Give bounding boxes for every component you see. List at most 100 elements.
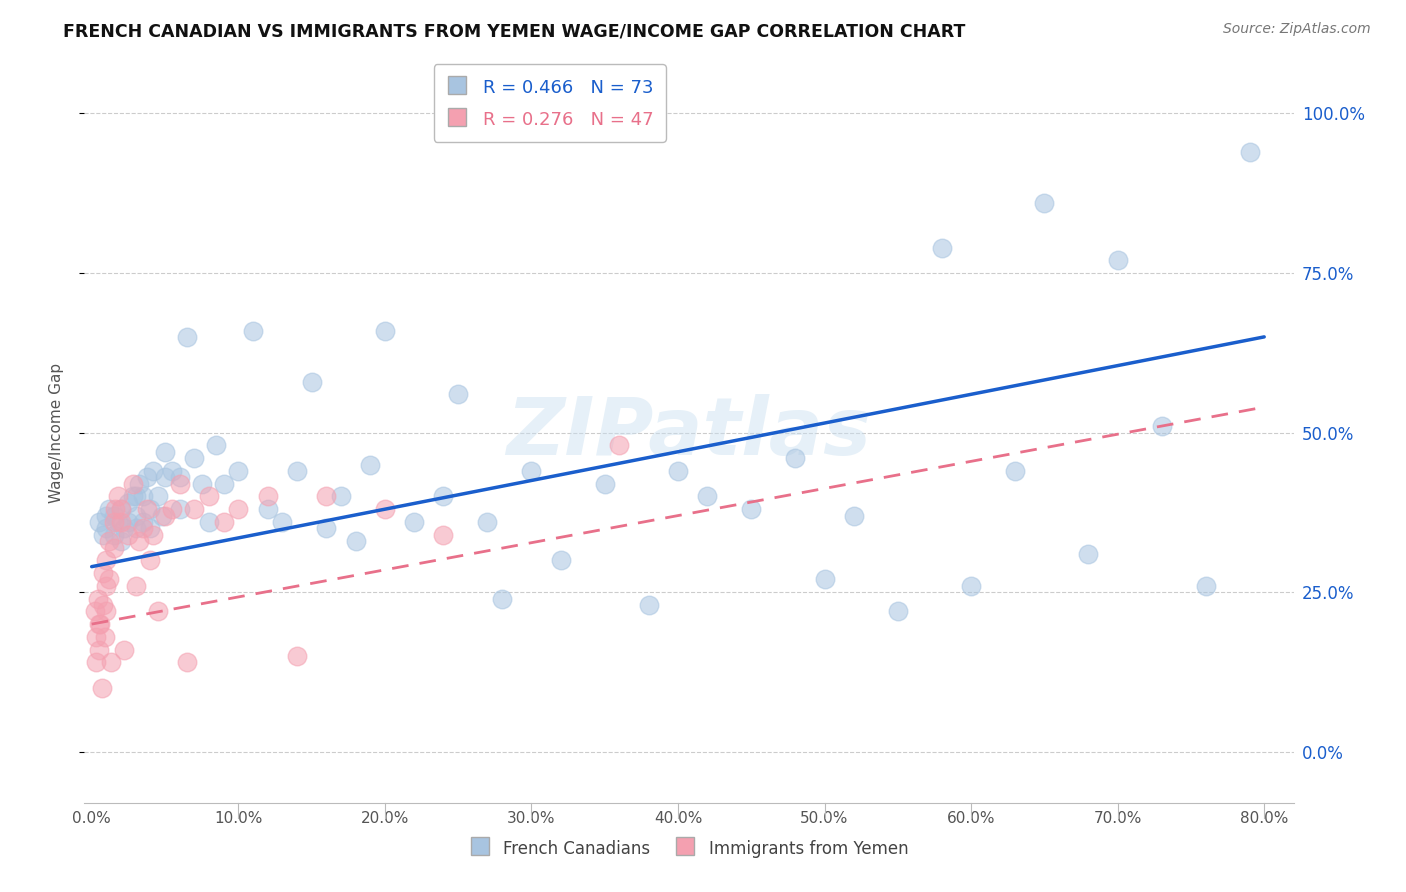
Point: [124, 579, 146, 593]
Point: [107, 515, 129, 529]
Point: [117, 515, 139, 529]
Point: [136, 470, 159, 484]
Point: [93, 598, 115, 612]
Point: [96, 521, 118, 535]
Point: [285, 464, 308, 478]
Point: [139, 521, 162, 535]
Point: [103, 541, 125, 555]
Point: [374, 324, 396, 338]
Point: [100, 656, 122, 670]
Point: [404, 515, 426, 529]
Point: [104, 502, 127, 516]
Point: [198, 515, 221, 529]
Point: [86, 591, 108, 606]
Point: [162, 502, 184, 516]
Point: [477, 515, 499, 529]
Point: [121, 490, 143, 504]
Point: [285, 648, 308, 663]
Point: [432, 490, 454, 504]
Point: [271, 515, 294, 529]
Point: [169, 470, 191, 484]
Point: [103, 527, 125, 541]
Text: ZIPatlas: ZIPatlas: [506, 393, 872, 472]
Point: [124, 508, 146, 523]
Point: [740, 502, 762, 516]
Point: [359, 458, 381, 472]
Point: [169, 502, 191, 516]
Point: [256, 502, 278, 516]
Point: [87, 515, 110, 529]
Point: [785, 451, 807, 466]
Point: [960, 579, 983, 593]
Point: [96, 508, 118, 523]
Point: [93, 566, 115, 580]
Point: [1150, 419, 1173, 434]
Point: [813, 573, 835, 587]
Point: [94, 630, 117, 644]
Point: [124, 490, 146, 504]
Point: [491, 591, 513, 606]
Point: [1004, 464, 1026, 478]
Point: [447, 387, 470, 401]
Point: [162, 464, 184, 478]
Point: [637, 598, 659, 612]
Point: [374, 502, 396, 516]
Point: [190, 476, 212, 491]
Point: [226, 502, 249, 516]
Point: [150, 508, 173, 523]
Point: [176, 656, 198, 670]
Point: [132, 490, 155, 504]
Point: [128, 476, 150, 491]
Point: [593, 476, 616, 491]
Point: [142, 527, 165, 541]
Text: Source: ZipAtlas.com: Source: ZipAtlas.com: [1223, 22, 1371, 37]
Point: [142, 464, 165, 478]
Point: [1077, 547, 1099, 561]
Point: [176, 330, 198, 344]
Point: [550, 553, 572, 567]
Point: [139, 553, 162, 567]
Point: [87, 617, 110, 632]
Point: [96, 553, 118, 567]
Legend: French Canadians, Immigrants from Yemen: French Canadians, Immigrants from Yemen: [463, 832, 915, 865]
Point: [1033, 195, 1056, 210]
Point: [242, 324, 264, 338]
Point: [1107, 253, 1129, 268]
Point: [96, 579, 118, 593]
Point: [128, 534, 150, 549]
Point: [887, 604, 910, 618]
Point: [315, 521, 337, 535]
Point: [98, 502, 121, 516]
Point: [212, 515, 235, 529]
Point: [198, 490, 221, 504]
Point: [117, 527, 139, 541]
Point: [84, 656, 107, 670]
Point: [153, 508, 176, 523]
Point: [132, 515, 155, 529]
Point: [256, 490, 278, 504]
Point: [112, 642, 135, 657]
Point: [136, 502, 159, 516]
Point: [1239, 145, 1261, 159]
Point: [117, 496, 139, 510]
Point: [91, 681, 114, 695]
Point: [169, 476, 191, 491]
Point: [212, 476, 235, 491]
Point: [931, 240, 953, 255]
Point: [84, 630, 107, 644]
Point: [842, 508, 865, 523]
Point: [183, 502, 205, 516]
Point: [607, 438, 630, 452]
Point: [139, 502, 162, 516]
Point: [112, 521, 135, 535]
Point: [315, 490, 337, 504]
Point: [93, 527, 115, 541]
Point: [89, 617, 111, 632]
Point: [110, 515, 132, 529]
Point: [96, 604, 118, 618]
Point: [183, 451, 205, 466]
Point: [520, 464, 543, 478]
Point: [124, 521, 146, 535]
Y-axis label: Wage/Income Gap: Wage/Income Gap: [49, 362, 63, 503]
Point: [110, 502, 132, 516]
